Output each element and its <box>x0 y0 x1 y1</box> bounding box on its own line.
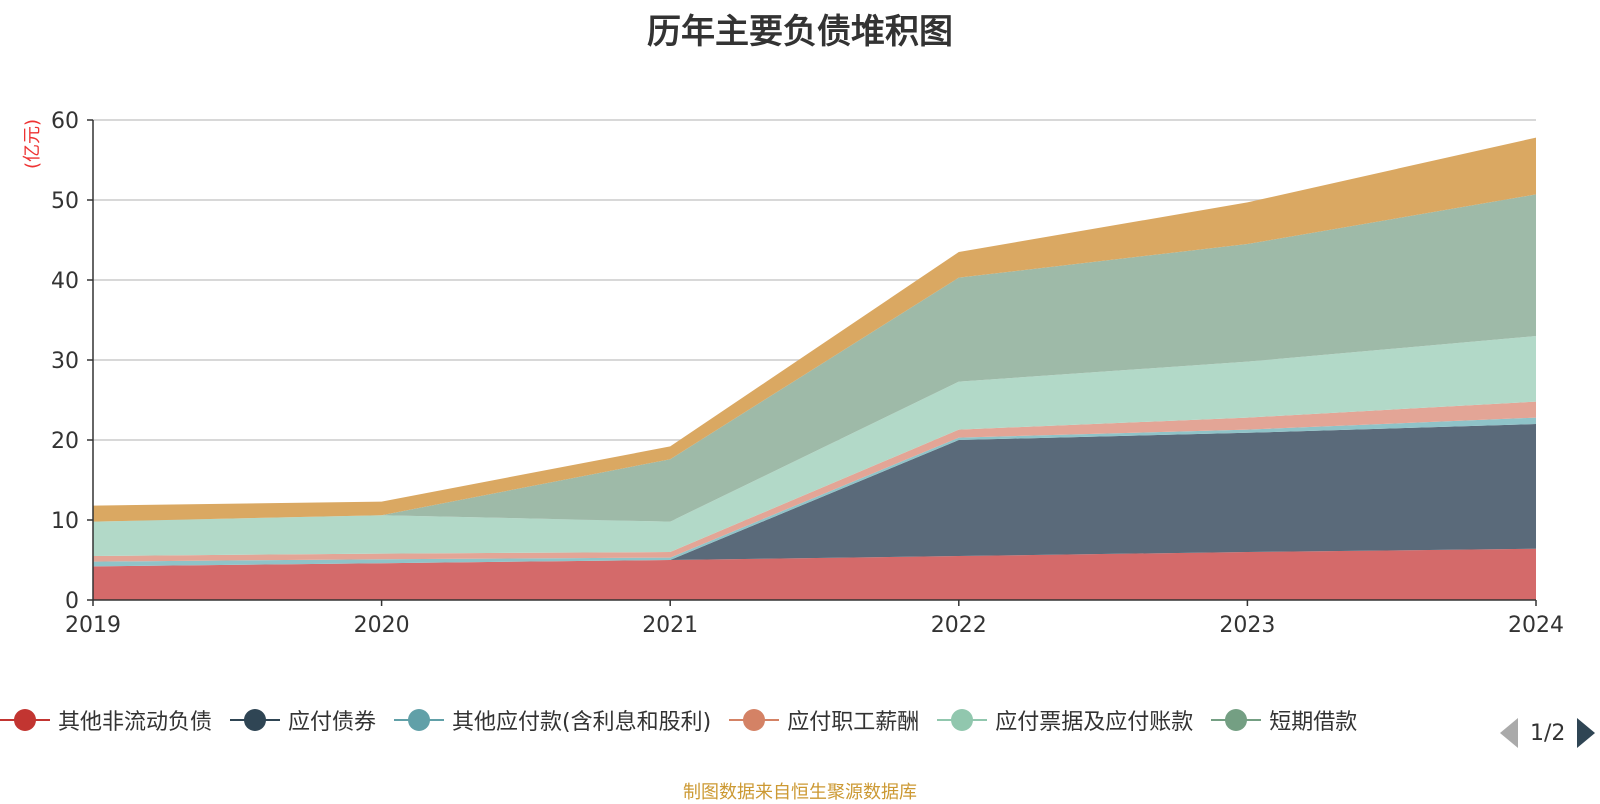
legend-label: 应付债券 <box>288 710 377 735</box>
x-tick-label: 2021 <box>642 613 698 638</box>
x-tick-label: 2022 <box>931 613 987 638</box>
area-series-0 <box>93 548 1536 600</box>
pager-prev-icon[interactable] <box>1500 718 1518 748</box>
x-tick-label: 2024 <box>1508 613 1564 638</box>
y-tick-label: 0 <box>65 589 79 614</box>
legend-marker-icon <box>729 705 780 735</box>
area-series-6 <box>93 137 1536 522</box>
legend-item[interactable]: 应付职工薪酬 <box>729 704 919 736</box>
y-tick-label: 50 <box>51 189 79 214</box>
area-layer <box>93 137 1536 600</box>
y-tick-label: 40 <box>51 269 79 294</box>
legend-item[interactable]: 其他应付款(含利息和股利) <box>394 704 711 736</box>
legend-marker-icon <box>0 705 50 735</box>
legend-label: 短期借款 <box>1269 710 1358 735</box>
legend-pager: 1/2 <box>1500 718 1596 748</box>
legend-item[interactable]: 短期借款 <box>1211 704 1357 736</box>
legend-label: 应付票据及应付账款 <box>995 710 1194 735</box>
axis-layer: 0 10 20 30 40 50 60 2019 2020 2021 2022 2023 2024 <box>51 109 1564 638</box>
pager-next-icon[interactable] <box>1577 718 1596 748</box>
legend-marker-icon <box>230 705 281 735</box>
y-tick-label: 10 <box>51 509 79 534</box>
area-series-1 <box>93 424 1536 567</box>
legend-marker-icon <box>937 705 988 735</box>
x-tick-label: 2019 <box>65 613 121 638</box>
legend-item[interactable]: 应付债券 <box>230 704 376 736</box>
legend: 其他非流动负债 应付债券 其他应付款(含利息和股利) 应付职工薪酬 应付票据及应付账款 短… <box>0 702 1375 738</box>
area-series-4 <box>93 336 1536 556</box>
area-series-5 <box>93 194 1536 522</box>
legend-marker-icon <box>394 705 445 735</box>
legend-item[interactable]: 应付票据及应付账款 <box>937 704 1193 736</box>
stacked-area-chart: 0 10 20 30 40 50 60 2019 2020 2021 2022 2023 2024 (亿… <box>22 109 1564 638</box>
chart-title: 历年主要负债堆积图 <box>647 12 953 52</box>
y-tick-label: 60 <box>51 109 79 134</box>
legend-label: 其他应付款(含利息和股利) <box>452 710 712 735</box>
legend-marker-icon <box>1211 705 1262 735</box>
pager-page-indicator: 1/2 <box>1530 720 1566 746</box>
area-series-3 <box>93 401 1536 562</box>
y-axis-title: (亿元) <box>22 119 43 169</box>
legend-item[interactable]: 其他非流动负债 <box>0 704 212 736</box>
x-tick-label: 2023 <box>1219 613 1275 638</box>
legend-label: 应付职工薪酬 <box>787 710 920 735</box>
y-tick-label: 20 <box>51 429 79 454</box>
y-tick-label: 30 <box>51 349 79 374</box>
x-tick-label: 2020 <box>354 613 410 638</box>
data-source-note: 制图数据来自恒生聚源数据库 <box>683 782 917 803</box>
legend-label: 其他非流动负债 <box>58 710 213 735</box>
